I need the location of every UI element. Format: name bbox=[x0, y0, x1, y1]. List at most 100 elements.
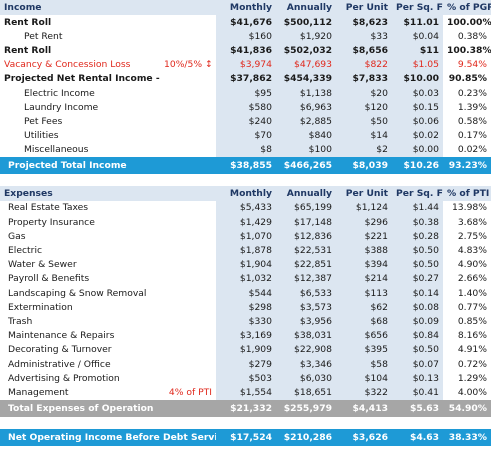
column-header: Per Sq. Ft. bbox=[392, 185, 443, 201]
column-header: Annually bbox=[276, 185, 336, 201]
row-value: $33 bbox=[336, 29, 392, 44]
total-value: $17,524 bbox=[216, 428, 276, 446]
income-total-row: Projected Total Income $38,855 $466,265 $8,… bbox=[0, 156, 491, 174]
row-value: $1,429 bbox=[216, 215, 276, 230]
row-note bbox=[160, 201, 216, 215]
row-label: Real Estate Taxes bbox=[8, 202, 89, 214]
row-value: $395 bbox=[336, 342, 392, 357]
row-value: $822 bbox=[336, 57, 392, 72]
row-value: $65,199 bbox=[276, 200, 336, 216]
row-value: 2.66% bbox=[457, 273, 487, 285]
row-value: $50 bbox=[336, 114, 392, 129]
row-label: Maintenance & Repairs bbox=[8, 330, 115, 342]
row-value: $454,339 bbox=[276, 71, 336, 86]
row-value: $502,032 bbox=[276, 43, 336, 58]
row-value: 90.85% bbox=[448, 73, 487, 85]
row-label: Electric bbox=[8, 245, 43, 257]
row-value: $1,554 bbox=[216, 385, 276, 400]
section-title: Expenses bbox=[0, 185, 216, 201]
row-note: 10%/5% ↕ bbox=[164, 59, 213, 71]
row-value: 4.83% bbox=[457, 245, 487, 257]
row-value: $1,138 bbox=[276, 85, 336, 101]
column-header: Monthly bbox=[216, 185, 276, 201]
row-value: 9.54% bbox=[457, 59, 487, 71]
row-label: Landscaping & Snow Removal bbox=[8, 287, 147, 299]
row-value: $1,909 bbox=[216, 342, 276, 357]
row-value: $0.84 bbox=[392, 328, 443, 343]
table-row: Laundry Income $580 $6,963 $120 $0.15 1.39% bbox=[0, 100, 491, 115]
row-value: $0.27 bbox=[392, 271, 443, 286]
spacer-row bbox=[0, 416, 491, 429]
total-value: $10.26 bbox=[392, 156, 443, 174]
row-value: $160 bbox=[216, 29, 276, 44]
row-value: $1,878 bbox=[216, 243, 276, 258]
row-label: Decorating & Turnover bbox=[8, 344, 112, 356]
row-value: $68 bbox=[336, 314, 392, 329]
row-value: $214 bbox=[336, 271, 392, 286]
row-value: $58 bbox=[336, 356, 392, 372]
row-value: $10.00 bbox=[392, 71, 443, 86]
row-label: Property Insurance bbox=[8, 216, 95, 228]
table-row: Projected Net Rental Income - Apts $37,86… bbox=[0, 71, 491, 86]
row-value: $0.15 bbox=[392, 100, 443, 115]
table-row: Payroll & Benefits $1,032 $12,387 $214 $0.27… bbox=[0, 271, 491, 286]
row-note bbox=[160, 229, 216, 243]
column-header: % of PTI bbox=[443, 185, 491, 201]
row-value: $8,656 bbox=[336, 43, 392, 58]
row-value: 4.91% bbox=[457, 344, 487, 356]
row-value: $1.05 bbox=[392, 57, 443, 72]
row-value: $22,851 bbox=[276, 257, 336, 272]
row-value: $3,169 bbox=[216, 328, 276, 343]
row-note bbox=[160, 357, 216, 371]
expenses-total-row: Total Expenses of Operation $21,332 $255,9… bbox=[0, 399, 491, 417]
row-note bbox=[160, 258, 216, 272]
row-value: $62 bbox=[336, 300, 392, 315]
row-label: Rent Roll bbox=[4, 16, 52, 28]
row-value: $3,346 bbox=[276, 356, 336, 372]
row-value: 0.38% bbox=[457, 30, 487, 42]
row-value: $388 bbox=[336, 243, 392, 258]
spacer-row bbox=[0, 173, 491, 186]
row-value: $11.01 bbox=[392, 15, 443, 30]
row-value: $12,836 bbox=[276, 229, 336, 244]
row-note: 4% of PTI bbox=[168, 386, 212, 398]
row-value: $503 bbox=[216, 371, 276, 386]
table-row: Miscellaneous $8 $100 $2 $0.00 0.02% bbox=[0, 142, 491, 157]
row-value: $0.41 bbox=[392, 385, 443, 400]
row-value: $298 bbox=[216, 300, 276, 315]
row-label: Water & Sewer bbox=[8, 259, 77, 271]
row-note bbox=[160, 314, 216, 328]
row-value: $1,920 bbox=[276, 29, 336, 44]
row-value: 0.23% bbox=[457, 87, 487, 99]
row-label: Management bbox=[8, 386, 69, 398]
row-value: $120 bbox=[336, 100, 392, 115]
total-value: 38.33% bbox=[443, 428, 491, 446]
column-header: % of PGR bbox=[443, 0, 491, 15]
row-value: $1.44 bbox=[392, 200, 443, 216]
table-row: Vacancy & Concession Loss 10%/5% ↕ $3,974 $… bbox=[0, 57, 491, 72]
column-header: Per Unit bbox=[336, 185, 392, 201]
row-value: $544 bbox=[216, 286, 276, 301]
row-label: Rent Roll bbox=[4, 44, 52, 56]
table-row: Landscaping & Snow Removal $544 $6,533 $113… bbox=[0, 286, 491, 301]
row-value: $41,836 bbox=[216, 43, 276, 58]
row-value: 0.85% bbox=[457, 315, 487, 327]
total-value: $5.63 bbox=[392, 399, 443, 417]
table-row: Pet Rent $160 $1,920 $33 $0.04 0.38% bbox=[0, 29, 491, 44]
total-value: $38,855 bbox=[216, 156, 276, 174]
table-row: Maintenance & Repairs $3,169 $38,031 $656 $0… bbox=[0, 328, 491, 343]
row-value: $0.28 bbox=[392, 229, 443, 244]
row-label: Pet Rent bbox=[24, 30, 63, 42]
row-label: Laundry Income bbox=[24, 101, 99, 113]
row-label: Projected Net Rental Income - Apts bbox=[4, 73, 160, 85]
column-header: Monthly bbox=[216, 0, 276, 15]
row-value: $0.50 bbox=[392, 257, 443, 272]
row-note bbox=[160, 343, 216, 357]
row-value: 100.00% bbox=[447, 16, 491, 28]
total-value: $466,265 bbox=[276, 156, 336, 174]
row-value: $0.50 bbox=[392, 243, 443, 258]
row-value: 0.72% bbox=[457, 358, 487, 370]
row-value: 3.68% bbox=[457, 216, 487, 228]
